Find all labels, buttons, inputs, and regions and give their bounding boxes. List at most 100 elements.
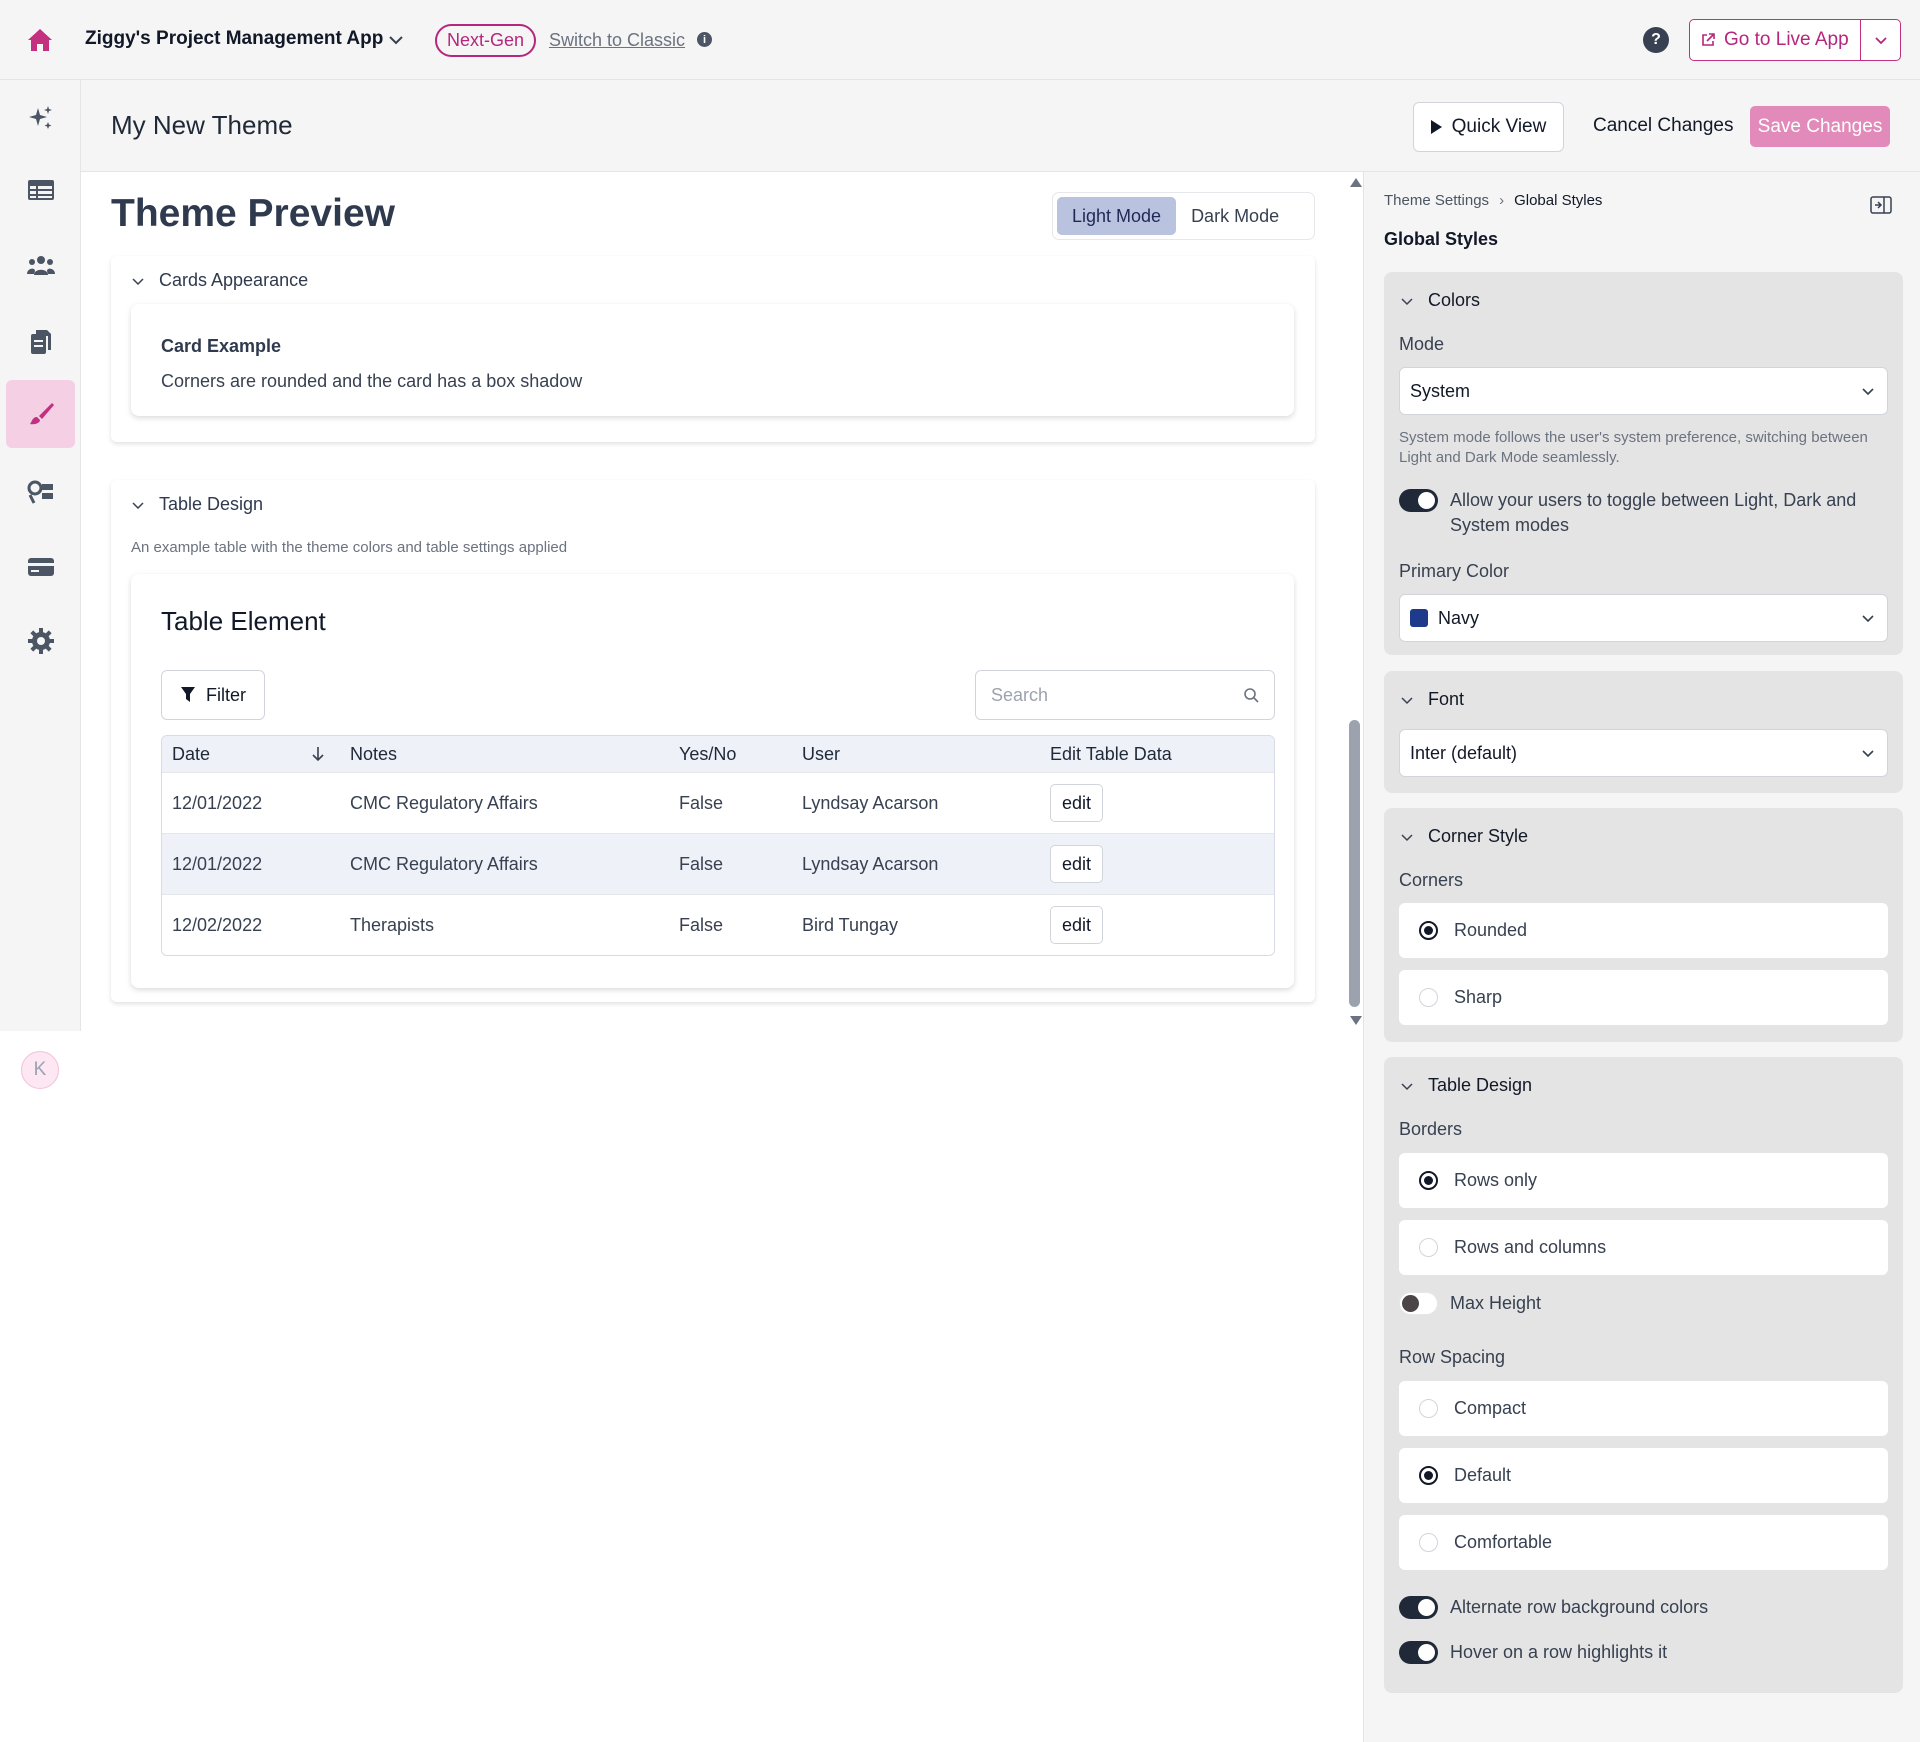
card-title: Card Example	[161, 336, 282, 356]
option-label: Comfortable	[1454, 1532, 1553, 1552]
corner-rounded-option[interactable]: Rounded	[1399, 903, 1888, 958]
cell-date: 12/01/2022	[172, 853, 263, 874]
section-subtitle: An example table with the theme colors a…	[131, 539, 568, 556]
search-placeholder: Search	[991, 684, 1049, 705]
allow-mode-toggle-switch[interactable]	[1399, 489, 1438, 512]
table-icon[interactable]	[6, 156, 75, 224]
column-header-edit: Edit Table Data	[1050, 743, 1172, 764]
cell-user: Lyndsay Acarson	[802, 853, 939, 874]
scrollbar-thumb[interactable]	[1349, 720, 1360, 1007]
scroll-down-icon[interactable]	[1350, 1016, 1362, 1025]
edit-button[interactable]: edit	[1050, 906, 1104, 944]
sparkles-icon[interactable]	[6, 84, 75, 152]
preview-title: Theme Preview	[111, 192, 395, 235]
breadcrumb-theme-settings[interactable]: Theme Settings	[1384, 192, 1490, 209]
spacing-default-option[interactable]: Default	[1399, 1448, 1888, 1503]
save-changes-button[interactable]: Save Changes	[1750, 106, 1890, 147]
cell-user: Lyndsay Acarson	[802, 792, 939, 813]
radio-unselected	[1419, 1533, 1438, 1552]
cell-notes: CMC Regulatory Affairs	[350, 792, 538, 813]
filter-button[interactable]: Filter	[161, 670, 265, 720]
hover-highlight-toggle-switch[interactable]	[1399, 1641, 1438, 1664]
cell-user: Bird Tungay	[802, 914, 899, 935]
mode-toggle: Light Mode Dark Mode	[1052, 192, 1315, 240]
radio-unselected	[1419, 1399, 1438, 1418]
table-design-header[interactable]: Table Design	[1400, 1075, 1532, 1096]
mode-value: System	[1410, 380, 1471, 401]
chevron-down-icon	[1862, 615, 1874, 623]
primary-color-value: Navy	[1438, 607, 1480, 628]
pages-icon[interactable]	[6, 308, 75, 376]
mode-select[interactable]: System	[1399, 367, 1888, 415]
table-design-header[interactable]: Table Design	[131, 494, 263, 515]
cell-yes-no: False	[679, 853, 724, 874]
light-mode-button[interactable]: Light Mode	[1057, 197, 1177, 235]
alternate-rows-toggle-switch[interactable]	[1399, 1596, 1438, 1619]
group-label: Table Design	[1428, 1075, 1533, 1095]
section-label: Cards Appearance	[159, 270, 309, 290]
chevron-down-icon[interactable]	[1860, 20, 1900, 60]
quick-view-button[interactable]: Quick View	[1413, 102, 1564, 152]
corners-label: Corners	[1399, 870, 1464, 890]
dark-mode-button[interactable]: Dark Mode	[1191, 205, 1280, 226]
group-label: Corner Style	[1428, 826, 1529, 846]
section-label: Table Design	[159, 494, 264, 514]
border-rows-columns-option[interactable]: Rows and columns	[1399, 1220, 1888, 1275]
switch-to-classic-link[interactable]: Switch to Classic	[549, 30, 686, 50]
corner-style-header[interactable]: Corner Style	[1400, 826, 1528, 847]
help-icon[interactable]: ?	[1643, 27, 1669, 53]
max-height-toggle-switch[interactable]	[1399, 1292, 1438, 1315]
cards-appearance-header[interactable]: Cards Appearance	[131, 270, 308, 291]
column-header-user[interactable]: User	[802, 743, 841, 764]
colors-header[interactable]: Colors	[1400, 290, 1480, 311]
table-header-row: Date Notes Yes/No User Edit Table Data	[162, 736, 1274, 772]
collapse-panel-icon[interactable]	[1870, 196, 1892, 214]
allow-mode-toggle-label: Allow your users to toggle between Light…	[1450, 490, 1857, 535]
scroll-up-icon[interactable]	[1350, 178, 1362, 187]
edit-button[interactable]: edit	[1050, 845, 1104, 883]
primary-color-label: Primary Color	[1399, 561, 1510, 581]
group-label: Font	[1428, 689, 1465, 709]
app-name[interactable]: Ziggy's Project Management App	[85, 28, 384, 49]
corner-style-group: Corner Style Corners Rounded Sharp	[1384, 808, 1903, 1042]
avatar[interactable]: K	[21, 1051, 59, 1089]
chevron-down-icon	[1401, 833, 1413, 841]
font-header[interactable]: Font	[1400, 689, 1464, 710]
users-icon[interactable]	[6, 231, 75, 299]
settings-panel: Theme Settings › Global Styles Global St…	[1363, 172, 1920, 1742]
chevron-right-icon: ›	[1499, 192, 1505, 209]
column-header-notes[interactable]: Notes	[350, 743, 398, 764]
corner-sharp-option[interactable]: Sharp	[1399, 970, 1888, 1025]
edit-button[interactable]: edit	[1050, 784, 1104, 822]
preview-scrollbar[interactable]	[1347, 172, 1363, 1031]
primary-color-select[interactable]: Navy	[1399, 594, 1888, 642]
go-to-live-app-label: Go to Live App	[1724, 29, 1849, 50]
column-header-date[interactable]: Date	[172, 743, 211, 764]
spacing-compact-option[interactable]: Compact	[1399, 1381, 1888, 1436]
go-to-live-app-button[interactable]: Go to Live App	[1690, 20, 1860, 60]
cell-notes: Therapists	[350, 914, 435, 935]
filter-icon	[181, 687, 195, 702]
home-icon[interactable]	[22, 24, 58, 56]
card-icon[interactable]	[6, 533, 75, 601]
table-row: 12/01/2022 CMC Regulatory Affairs False …	[162, 833, 1274, 894]
chevron-down-icon[interactable]	[384, 28, 408, 52]
sort-descending-icon[interactable]	[310, 736, 326, 772]
border-rows-only-option[interactable]: Rows only	[1399, 1153, 1888, 1208]
gear-icon[interactable]	[6, 607, 75, 675]
card-example: Card Example Corners are rounded and the…	[131, 304, 1294, 416]
info-icon[interactable]: i	[697, 32, 712, 47]
paintbrush-icon[interactable]	[6, 380, 75, 448]
cancel-changes-button[interactable]: Cancel Changes	[1593, 115, 1734, 136]
spacing-comfortable-option[interactable]: Comfortable	[1399, 1515, 1888, 1570]
alternate-rows-row: Alternate row background colors	[1399, 1595, 1888, 1620]
borders-label: Borders	[1399, 1119, 1463, 1139]
option-label: Sharp	[1454, 987, 1503, 1007]
search-icon	[1244, 688, 1259, 703]
alternate-rows-label: Alternate row background colors	[1450, 1597, 1709, 1617]
cell-date: 12/02/2022	[172, 914, 263, 935]
font-select[interactable]: Inter (default)	[1399, 729, 1888, 777]
search-input[interactable]: Search	[975, 670, 1275, 720]
flow-icon[interactable]	[6, 458, 75, 526]
column-header-yes-no[interactable]: Yes/No	[679, 743, 737, 764]
